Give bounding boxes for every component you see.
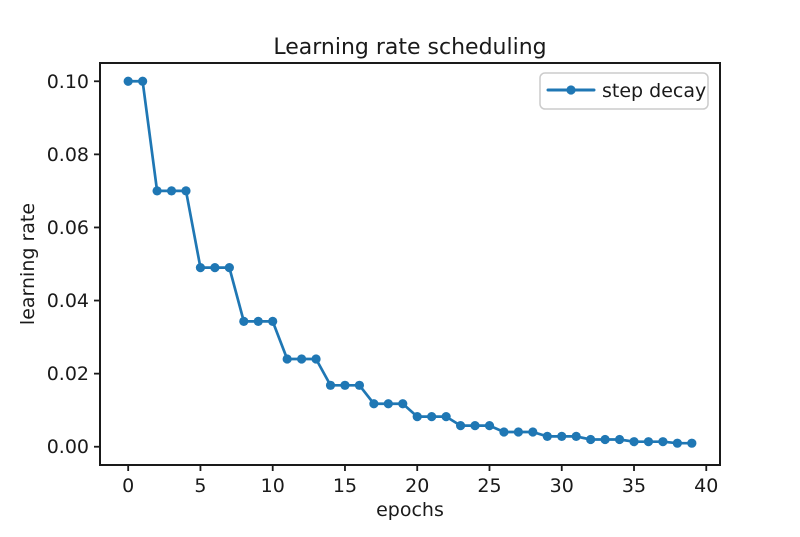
x-tick-label: 10 — [261, 475, 285, 497]
data-point-marker — [412, 412, 422, 422]
data-point-marker — [354, 380, 365, 390]
plot-area — [100, 63, 720, 465]
data-point-marker — [557, 431, 567, 441]
data-point-marker — [297, 354, 307, 364]
data-point-marker — [687, 438, 697, 448]
data-point-marker — [629, 437, 639, 447]
legend-marker — [566, 85, 576, 95]
data-point-marker — [195, 263, 206, 273]
data-point-marker — [542, 431, 552, 441]
legend: step decay — [539, 72, 709, 110]
data-point-marker — [224, 263, 234, 273]
data-point-marker — [138, 76, 148, 86]
data-point-markers — [123, 76, 697, 448]
y-tick-label: 0.08 — [47, 144, 89, 166]
data-point-marker — [528, 427, 538, 437]
data-point-marker — [571, 431, 581, 441]
y-tick-label: 0.04 — [47, 290, 89, 312]
x-axis-label: epochs — [376, 499, 444, 521]
data-point-marker — [152, 186, 162, 196]
x-tick-label: 0 — [122, 475, 134, 497]
y-tick-label: 0.06 — [47, 217, 89, 239]
x-tick-label: 25 — [477, 475, 501, 497]
step-decay-line — [126, 79, 694, 445]
data-point-marker — [311, 354, 321, 364]
axes-spines — [99, 62, 721, 466]
data-point-marker — [643, 437, 654, 447]
data-point-marker — [239, 316, 249, 326]
data-point-marker — [614, 434, 625, 445]
data-point-marker — [600, 434, 610, 445]
data-point-marker — [470, 421, 480, 431]
data-point-marker — [253, 316, 263, 326]
y-tick-label: 0.02 — [47, 363, 89, 385]
data-point-marker — [383, 399, 393, 409]
data-point-marker — [325, 380, 336, 390]
data-point-marker — [282, 354, 292, 364]
chart-title: Learning rate scheduling — [273, 35, 546, 60]
data-point-marker — [181, 186, 191, 196]
data-point-marker — [268, 316, 278, 326]
legend-label: step decay — [602, 80, 706, 102]
data-point-marker — [484, 421, 495, 431]
legend-box — [539, 72, 709, 110]
data-point-marker — [427, 412, 437, 422]
x-axis: 0 5 10 15 20 25 30 35 40 — [122, 465, 718, 497]
data-point-marker — [123, 76, 133, 86]
data-point-marker — [340, 380, 350, 390]
data-point-marker — [586, 434, 596, 445]
x-tick-label: 15 — [333, 475, 357, 497]
x-tick-label: 40 — [694, 475, 718, 497]
data-point-marker — [455, 421, 466, 431]
y-tick-label: 0.10 — [47, 71, 89, 93]
data-point-marker — [513, 427, 523, 437]
data-point-marker — [441, 412, 451, 422]
y-axis-label: learning rate — [17, 203, 39, 325]
data-point-marker — [658, 437, 668, 447]
data-point-marker — [672, 438, 682, 448]
data-point-marker — [398, 399, 408, 409]
data-point-marker — [166, 186, 177, 196]
y-tick-label: 0.00 — [47, 436, 89, 458]
x-tick-label: 30 — [550, 475, 574, 497]
x-tick-label: 20 — [405, 475, 429, 497]
x-tick-label: 5 — [194, 475, 206, 497]
data-point-marker — [210, 263, 220, 273]
data-point-marker — [499, 427, 509, 437]
data-point-marker — [369, 399, 379, 409]
x-tick-label: 35 — [622, 475, 646, 497]
y-axis: 0.00 0.02 0.04 0.06 0.08 0.10 — [47, 71, 100, 458]
